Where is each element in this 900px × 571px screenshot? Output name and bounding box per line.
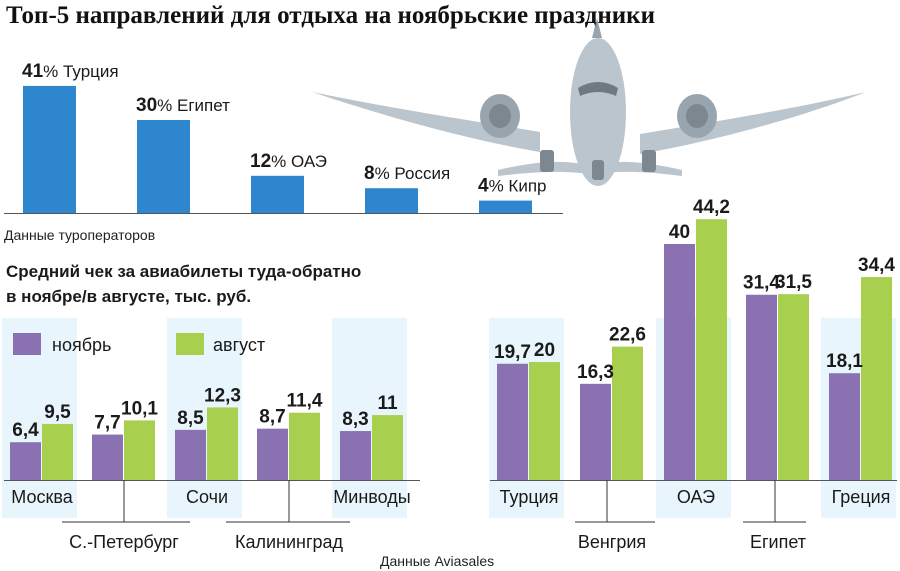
- august-value-label: 20: [534, 340, 555, 361]
- top-bar: [479, 200, 532, 213]
- category-label: Египет: [750, 532, 806, 552]
- august-value-label: 11: [377, 393, 398, 414]
- fuselage: [570, 38, 626, 186]
- bottom-chart-title-line-1: Средний чек за авиабилеты туда-обратно: [6, 262, 362, 281]
- november-value-label: 7,7: [94, 413, 120, 434]
- november-value-label: 40: [669, 222, 690, 243]
- category-label: Калининград: [235, 532, 344, 552]
- airplane-illustration: [312, 18, 866, 186]
- november-bar: [829, 373, 860, 480]
- top-bar-value: 30: [136, 95, 157, 116]
- category-label: ОАЭ: [677, 487, 715, 507]
- category-label: Сочи: [186, 487, 228, 507]
- top-bar: [137, 120, 190, 213]
- november-value-label: 18,1: [826, 351, 863, 372]
- top-bar-label: 41% Турция: [22, 61, 119, 82]
- nose-gear: [592, 160, 604, 180]
- top-bar-unit: %: [489, 177, 509, 196]
- right-engine-intake: [686, 104, 708, 128]
- august-value-label: 9,5: [44, 402, 71, 423]
- top-bar-unit: %: [157, 96, 177, 115]
- top-bar-unit: %: [375, 164, 395, 183]
- top-bar-category: ОАЭ: [291, 152, 327, 171]
- november-bar: [10, 442, 41, 480]
- category-label: Москва: [11, 487, 73, 507]
- november-bar: [580, 383, 611, 480]
- november-bar: [664, 244, 695, 480]
- cockpit-window: [578, 82, 618, 96]
- left-wing: [312, 92, 540, 152]
- top-bar: [23, 85, 76, 213]
- top-bar-category: Турция: [63, 62, 119, 81]
- tail-fin: [592, 18, 602, 38]
- left-engine-intake: [489, 104, 511, 128]
- august-value-label: 22,6: [609, 325, 646, 346]
- august-bar: [124, 420, 155, 480]
- august-value-label: 11,4: [287, 391, 323, 412]
- november-bar: [257, 428, 288, 480]
- top-bar: [251, 175, 304, 213]
- august-value-label: 12,3: [204, 385, 241, 406]
- category-label: Греция: [832, 487, 891, 507]
- top-bar-category: Египет: [177, 96, 230, 115]
- legend-august-label: август: [213, 335, 265, 355]
- top-bar-category: Кипр: [508, 177, 546, 196]
- top-bar-label: 12% ОАЭ: [250, 151, 327, 172]
- top-bar-label: 8% Россия: [364, 163, 450, 184]
- august-bar: [529, 362, 560, 480]
- top-chart-source: Данные туроператоров: [4, 227, 156, 243]
- top-bar: [365, 188, 418, 213]
- category-label: С.-Петербург: [69, 532, 179, 552]
- august-value-label: 44,2: [693, 197, 730, 218]
- page-title: Топ-5 направлений для отдыха на ноябрьск…: [6, 2, 655, 29]
- bottom-chart-title-line-2: в ноябре/в августе, тыс. руб.: [6, 287, 252, 306]
- top-bar-label: 4% Кипр: [478, 176, 546, 197]
- august-bar: [861, 277, 892, 480]
- category-label: Турция: [500, 487, 559, 507]
- november-value-label: 19,7: [494, 342, 531, 363]
- november-value-label: 8,7: [259, 407, 285, 428]
- top-bar-label: 30% Египет: [136, 95, 230, 116]
- november-value-label: 8,3: [342, 409, 368, 430]
- november-value-label: 31,4: [743, 273, 780, 294]
- november-bar: [92, 434, 123, 480]
- november-bar: [340, 431, 371, 480]
- november-value-label: 16,3: [577, 362, 614, 383]
- august-value-label: 10,1: [121, 398, 158, 419]
- top-bar-value: 12: [250, 151, 271, 172]
- august-bar: [372, 415, 403, 480]
- august-bar: [696, 219, 727, 480]
- november-bar: [746, 294, 777, 480]
- top-bar-value: 4: [478, 176, 489, 197]
- category-label: Минводы: [333, 487, 410, 507]
- august-bar: [612, 346, 643, 480]
- right-gear: [642, 150, 656, 172]
- top-bar-unit: %: [43, 62, 63, 81]
- august-bar: [289, 412, 320, 480]
- category-label: Венгрия: [578, 532, 646, 552]
- left-gear: [540, 150, 554, 172]
- august-value-label: 31,5: [775, 272, 812, 293]
- right-wing: [640, 92, 866, 154]
- august-bar: [207, 407, 238, 480]
- august-bar: [778, 294, 809, 480]
- august-value-label: 34,4: [858, 255, 895, 276]
- top-bar-unit: %: [271, 152, 291, 171]
- august-bar: [42, 423, 73, 480]
- legend-november-swatch: [13, 333, 41, 355]
- legend-november-label: ноябрь: [52, 335, 111, 355]
- november-bar: [175, 429, 206, 480]
- top-bar-value: 8: [364, 163, 375, 184]
- november-value-label: 8,5: [177, 408, 204, 429]
- top-bar-value: 41: [22, 61, 44, 82]
- top-bar-category: Россия: [394, 164, 450, 183]
- legend-august-swatch: [176, 333, 204, 355]
- bottom-chart-source: Данные Aviasales: [380, 553, 495, 569]
- november-bar: [497, 363, 528, 480]
- november-value-label: 6,4: [12, 420, 39, 441]
